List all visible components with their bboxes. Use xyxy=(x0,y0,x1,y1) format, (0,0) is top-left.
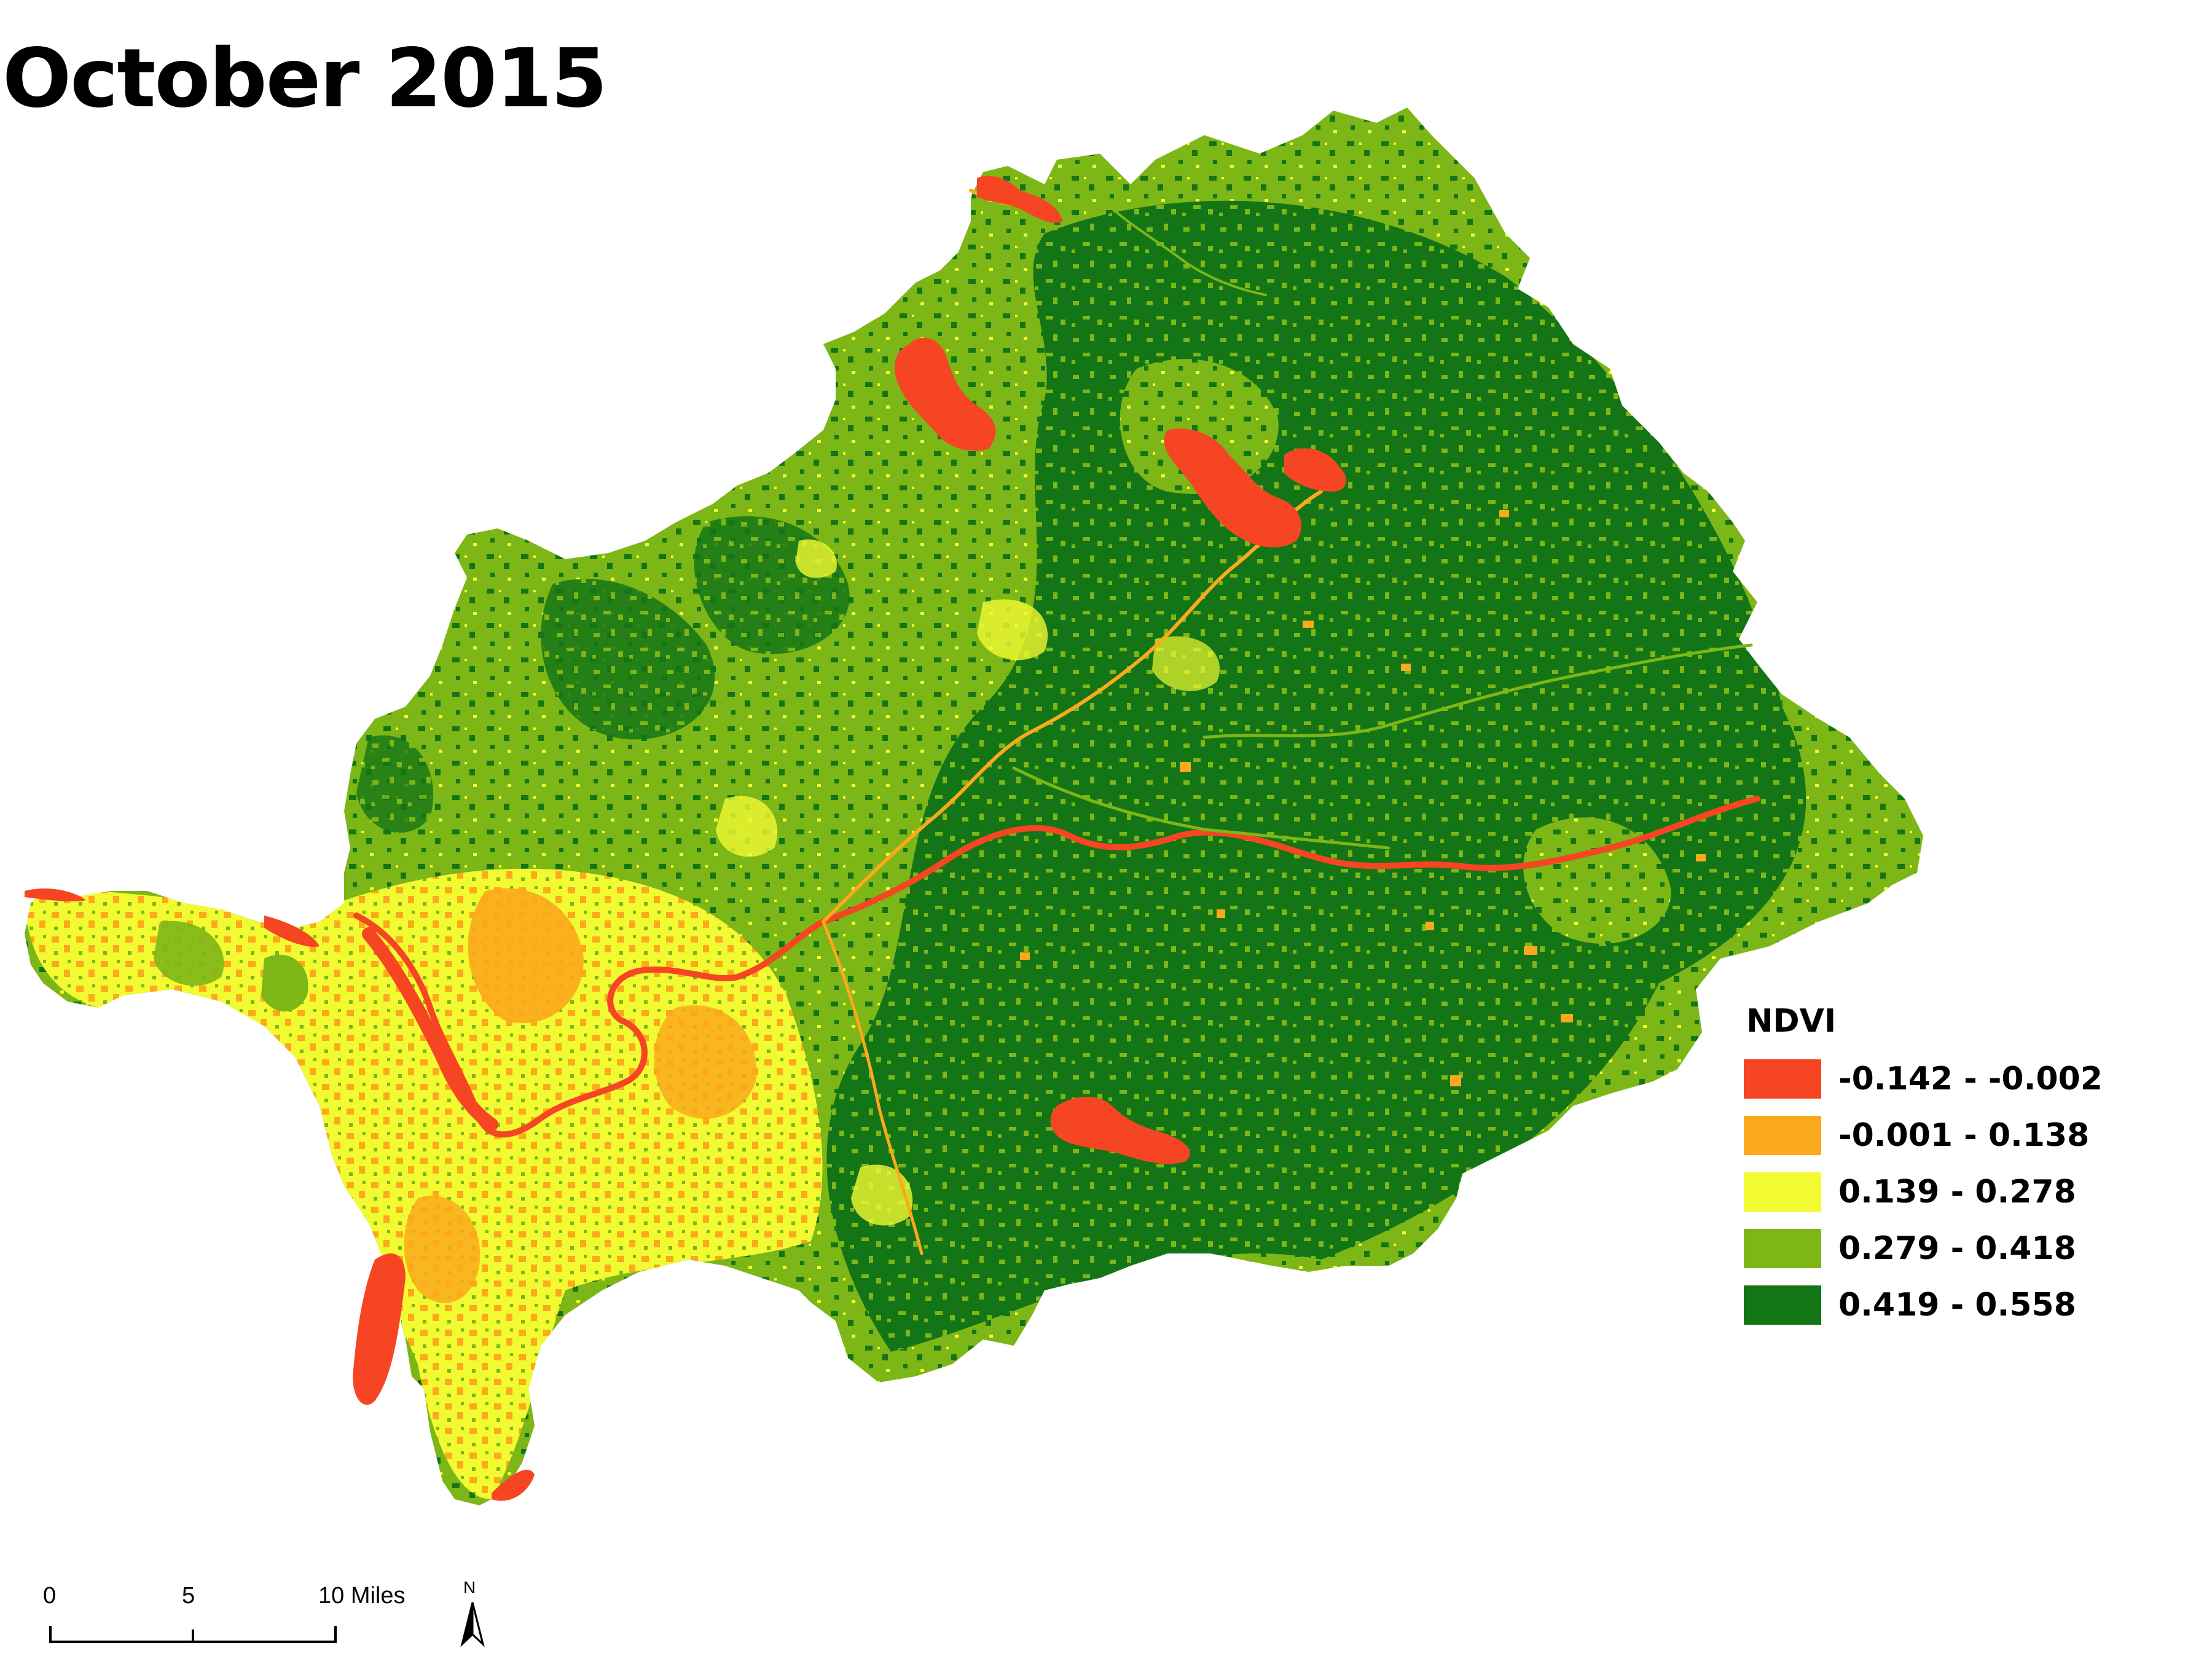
legend-label: -0.001 - 0.138 xyxy=(1838,1117,2090,1154)
legend-item: 0.419 - 0.558 xyxy=(1744,1285,2174,1325)
legend-swatch xyxy=(1744,1229,1821,1268)
north-label: N xyxy=(463,1578,476,1597)
county-landcover xyxy=(25,108,1923,1505)
legend-label: -0.142 - -0.002 xyxy=(1838,1061,2103,1097)
scale-label-5: 5 xyxy=(182,1583,195,1609)
legend-item: 0.139 - 0.278 xyxy=(1744,1172,2174,1212)
scale-label-0: 0 xyxy=(43,1583,57,1609)
legend-label: 0.139 - 0.278 xyxy=(1838,1174,2076,1210)
legend-swatch xyxy=(1744,1116,1821,1155)
legend-item: 0.279 - 0.418 xyxy=(1744,1229,2174,1268)
scattered-ponds xyxy=(1020,510,1706,1086)
legend-swatch xyxy=(1744,1285,1821,1325)
north-arrow-icon xyxy=(460,1602,485,1647)
legend-label: 0.279 - 0.418 xyxy=(1838,1230,2076,1267)
scale-bar-ruler xyxy=(49,1626,337,1643)
scale-bar: 0 5 10 Miles xyxy=(43,1583,406,1650)
legend-item: -0.142 - -0.002 xyxy=(1744,1059,2174,1099)
legend-label: 0.419 - 0.558 xyxy=(1838,1287,2076,1324)
map-title: October 2015 xyxy=(2,31,608,126)
legend-title: NDVI xyxy=(1746,1003,1837,1040)
legend-swatch xyxy=(1744,1172,1821,1212)
legend-swatch xyxy=(1744,1059,1821,1099)
water-bodies xyxy=(25,176,1346,1501)
scale-label-10-miles: 10 Miles xyxy=(318,1583,406,1609)
map-legend: NDVI -0.142 - -0.002 -0.001 - 0.138 0.139 … xyxy=(1744,1005,2174,1342)
legend-items: -0.142 - -0.002 -0.001 - 0.138 0.139 - 0.2… xyxy=(1744,1059,2174,1325)
legend-item: -0.001 - 0.138 xyxy=(1744,1116,2174,1155)
